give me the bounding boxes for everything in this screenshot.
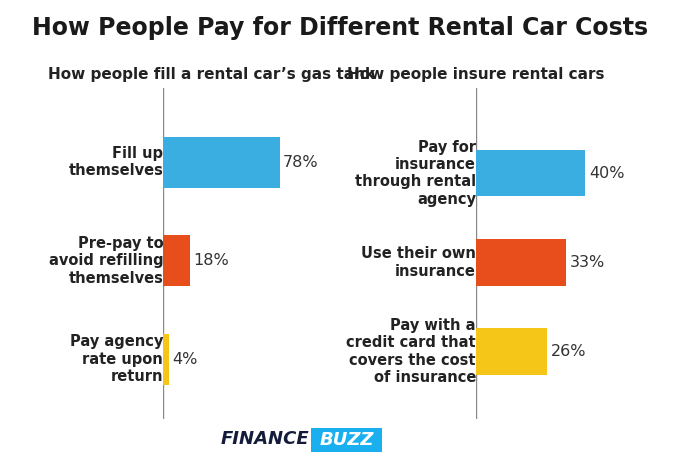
Text: 4%: 4% — [172, 352, 198, 367]
Text: 18%: 18% — [193, 253, 229, 268]
Text: Fill up
themselves: Fill up themselves — [68, 146, 163, 179]
Text: How people insure rental cars: How people insure rental cars — [347, 67, 605, 82]
Text: Use their own
insurance: Use their own insurance — [361, 246, 476, 279]
Text: 78%: 78% — [283, 155, 318, 170]
Text: Pay with a
credit card that
covers the cost
of insurance: Pay with a credit card that covers the c… — [346, 318, 476, 385]
Text: Pay for
insurance
through rental
agency: Pay for insurance through rental agency — [355, 140, 476, 207]
Text: BUZZ: BUZZ — [320, 431, 373, 449]
Text: How People Pay for Different Rental Car Costs: How People Pay for Different Rental Car … — [32, 16, 648, 40]
Text: Pay agency
rate upon
return: Pay agency rate upon return — [70, 334, 163, 384]
Text: 40%: 40% — [589, 166, 624, 180]
Text: 26%: 26% — [551, 344, 586, 359]
Bar — [476, 239, 566, 286]
Bar — [163, 334, 169, 385]
Text: 33%: 33% — [570, 255, 605, 270]
Bar — [163, 235, 190, 286]
Text: How people fill a rental car’s gas tank: How people fill a rental car’s gas tank — [48, 67, 375, 82]
Text: Pre-pay to
avoid refilling
themselves: Pre-pay to avoid refilling themselves — [48, 236, 163, 286]
Bar — [163, 137, 280, 188]
Text: FINANCE: FINANCE — [221, 431, 309, 448]
Bar — [476, 150, 585, 196]
Bar — [476, 328, 547, 375]
